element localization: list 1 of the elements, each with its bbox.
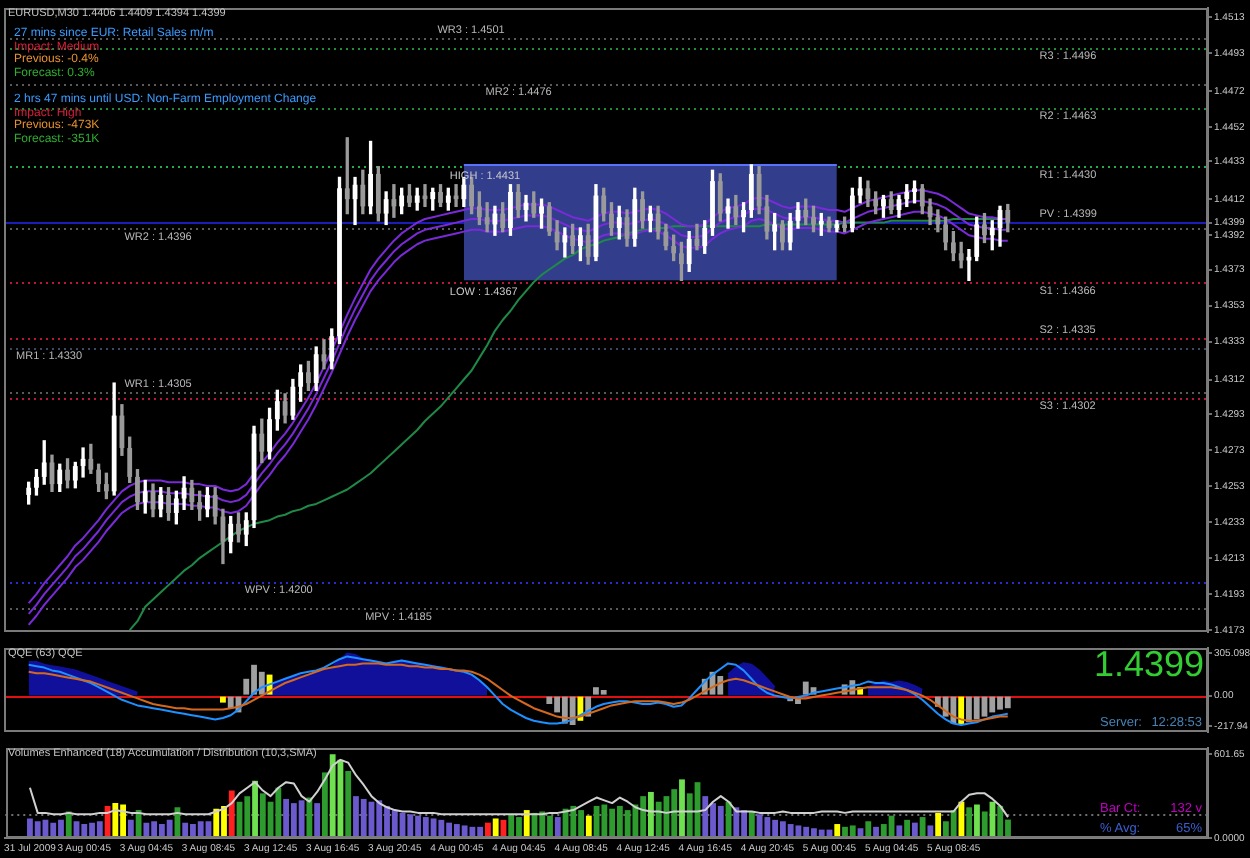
text: 1.4399 <box>1094 644 1205 684</box>
